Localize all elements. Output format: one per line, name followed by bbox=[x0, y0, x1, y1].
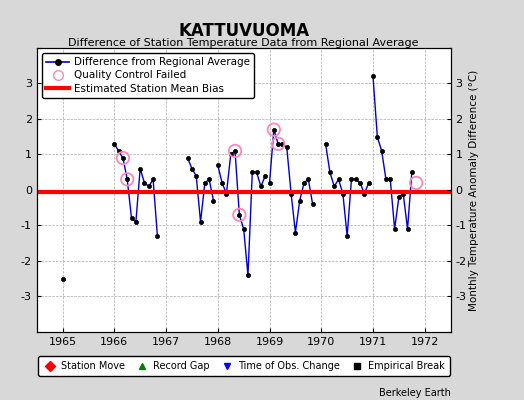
Legend: Station Move, Record Gap, Time of Obs. Change, Empirical Break: Station Move, Record Gap, Time of Obs. C… bbox=[38, 356, 450, 376]
Legend: Difference from Regional Average, Quality Control Failed, Estimated Station Mean: Difference from Regional Average, Qualit… bbox=[42, 53, 254, 98]
Text: Berkeley Earth: Berkeley Earth bbox=[379, 388, 451, 398]
Y-axis label: Monthly Temperature Anomaly Difference (°C): Monthly Temperature Anomaly Difference (… bbox=[470, 69, 479, 311]
Point bbox=[235, 212, 244, 218]
Text: KATTUVUOMA: KATTUVUOMA bbox=[178, 22, 309, 40]
Point bbox=[274, 141, 282, 147]
Point bbox=[270, 126, 278, 133]
Point bbox=[412, 180, 420, 186]
Text: Difference of Station Temperature Data from Regional Average: Difference of Station Temperature Data f… bbox=[69, 38, 419, 48]
Point bbox=[231, 148, 239, 154]
Point bbox=[123, 176, 132, 182]
Point bbox=[119, 155, 127, 161]
